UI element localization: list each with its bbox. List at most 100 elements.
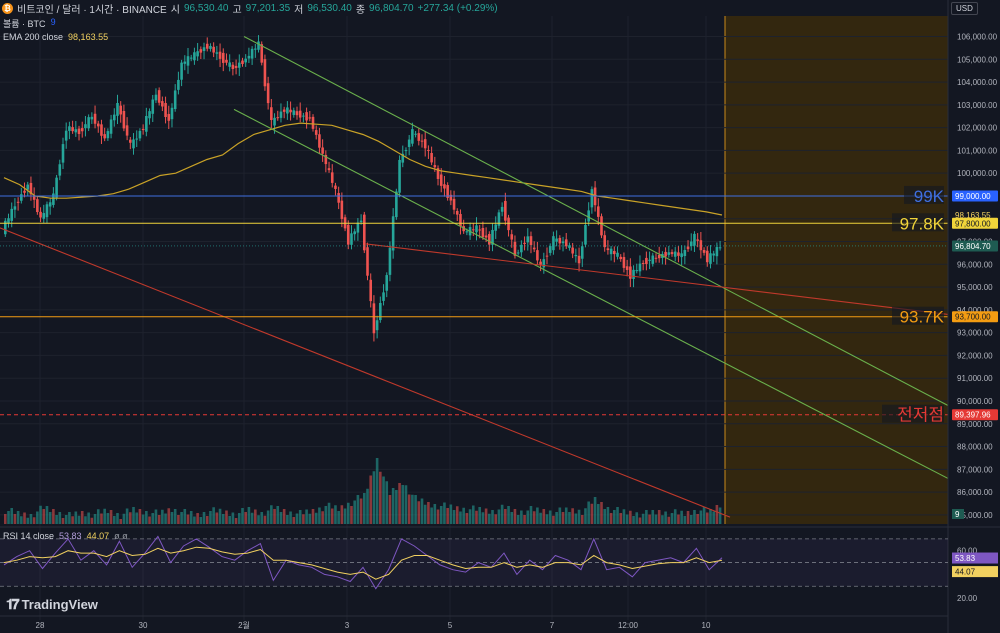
candle-body bbox=[270, 107, 273, 120]
level-label: 93.7K bbox=[900, 308, 945, 327]
candle-body bbox=[161, 101, 164, 107]
volume-label: 볼륨 · BTC bbox=[3, 19, 46, 29]
volume-bar bbox=[7, 511, 10, 524]
volume-bar bbox=[189, 511, 193, 524]
volume-bar bbox=[100, 513, 103, 524]
volume-bar bbox=[196, 513, 199, 524]
candle-body bbox=[363, 214, 366, 251]
volume-bar bbox=[529, 506, 533, 524]
price-tick-label: 102,000.00 bbox=[957, 124, 998, 133]
candle-body bbox=[122, 110, 126, 129]
volume-bar bbox=[375, 458, 379, 524]
candle-body bbox=[613, 250, 616, 255]
volume-bar bbox=[417, 501, 421, 524]
symbol-name[interactable]: 비트코인 / 달러 · 1시간 · BINANCE bbox=[17, 4, 167, 16]
volume-bar bbox=[709, 509, 712, 524]
volume-bar bbox=[84, 516, 87, 524]
volume-bar bbox=[135, 512, 139, 524]
candle-body bbox=[346, 224, 350, 245]
volume-bar bbox=[266, 510, 270, 524]
volume-bar bbox=[439, 506, 443, 524]
volume-bar bbox=[433, 504, 437, 524]
volume-bar bbox=[510, 512, 514, 524]
volume-bar bbox=[488, 513, 491, 524]
candle-body bbox=[273, 117, 276, 126]
rsi-label: RSI 14 close bbox=[3, 531, 55, 541]
candle-body bbox=[481, 227, 485, 238]
volume-bar bbox=[298, 510, 302, 524]
volume-bar bbox=[212, 507, 215, 524]
volume-bar bbox=[385, 481, 389, 524]
volume-bar bbox=[507, 506, 510, 524]
price-badge-97-8k-bg bbox=[952, 217, 998, 229]
candle-body bbox=[680, 253, 683, 258]
volume-bar bbox=[715, 505, 719, 524]
tradingview-logo-text: TradingView bbox=[21, 597, 98, 612]
volume-bar bbox=[516, 515, 520, 524]
volume-bar bbox=[443, 502, 446, 524]
candle-body bbox=[382, 292, 385, 301]
ema200-line bbox=[3, 122, 723, 216]
price-badge-93-7k: 93,700.00 bbox=[955, 313, 991, 322]
candle-body bbox=[61, 144, 65, 163]
volume-bar bbox=[552, 515, 555, 524]
volume-bar bbox=[369, 475, 373, 524]
candle-body bbox=[516, 252, 520, 254]
volume-bar bbox=[237, 513, 241, 524]
volume-bar bbox=[254, 509, 257, 524]
volume-bar bbox=[398, 483, 401, 524]
currency-button[interactable]: USD bbox=[951, 2, 978, 15]
candle-body bbox=[257, 41, 260, 50]
candle-body bbox=[218, 51, 222, 59]
volume-bar bbox=[526, 510, 530, 524]
volume-bar bbox=[632, 516, 635, 524]
highlight-zone bbox=[725, 16, 948, 524]
candle-body bbox=[106, 131, 110, 139]
candle-body bbox=[289, 109, 292, 113]
volume-bar bbox=[273, 509, 276, 524]
volume-bar bbox=[455, 506, 459, 524]
candle-body bbox=[686, 246, 690, 250]
volume-bar bbox=[321, 511, 324, 524]
volume-bar bbox=[45, 506, 49, 524]
price-tick-label: 87,000.00 bbox=[957, 465, 993, 474]
volume-bar bbox=[702, 507, 706, 524]
candle-body bbox=[87, 117, 90, 129]
volume-bar bbox=[542, 509, 546, 524]
ema-legend[interactable]: EMA 200 close 98,163.55 bbox=[3, 32, 108, 42]
candle-body bbox=[539, 261, 542, 265]
candle-body bbox=[77, 128, 81, 135]
volume-badge-bg bbox=[952, 509, 964, 519]
volume-bar bbox=[622, 509, 626, 524]
volume-bar bbox=[106, 513, 110, 524]
candle-body bbox=[625, 266, 629, 270]
candle-body bbox=[635, 270, 639, 272]
rsi-legend[interactable]: RSI 14 close 53.83 44.07 ø ø bbox=[3, 531, 128, 541]
candle-body bbox=[29, 182, 33, 195]
tradingview-logo[interactable]: 𝟏𝟕 TradingView bbox=[6, 596, 98, 613]
candle-body bbox=[455, 210, 459, 215]
volume-bar bbox=[657, 510, 661, 524]
volume-bar bbox=[103, 508, 106, 524]
level-label-bg bbox=[892, 213, 944, 232]
volume-bar bbox=[302, 514, 305, 524]
candle-body bbox=[600, 216, 603, 236]
candle-body bbox=[221, 52, 225, 63]
volume-bar bbox=[71, 516, 74, 524]
rsi-badge-bg bbox=[952, 552, 998, 564]
volume-bar bbox=[77, 515, 81, 524]
candle-body bbox=[536, 250, 539, 261]
candle-body bbox=[638, 263, 642, 272]
volume-bar bbox=[414, 495, 417, 524]
price-tick-label: 95,000.00 bbox=[957, 283, 993, 292]
candle-body bbox=[16, 201, 20, 203]
price-tick-label: 85,000.00 bbox=[957, 511, 993, 520]
candle-body bbox=[705, 250, 709, 263]
volume-bar bbox=[90, 517, 94, 524]
volume-legend[interactable]: 볼륨 · BTC 9 bbox=[3, 17, 56, 30]
price-tick-label: 96,000.00 bbox=[957, 260, 993, 269]
candle-body bbox=[311, 116, 315, 129]
volume-bar bbox=[96, 509, 100, 524]
volume-bar bbox=[430, 507, 433, 524]
